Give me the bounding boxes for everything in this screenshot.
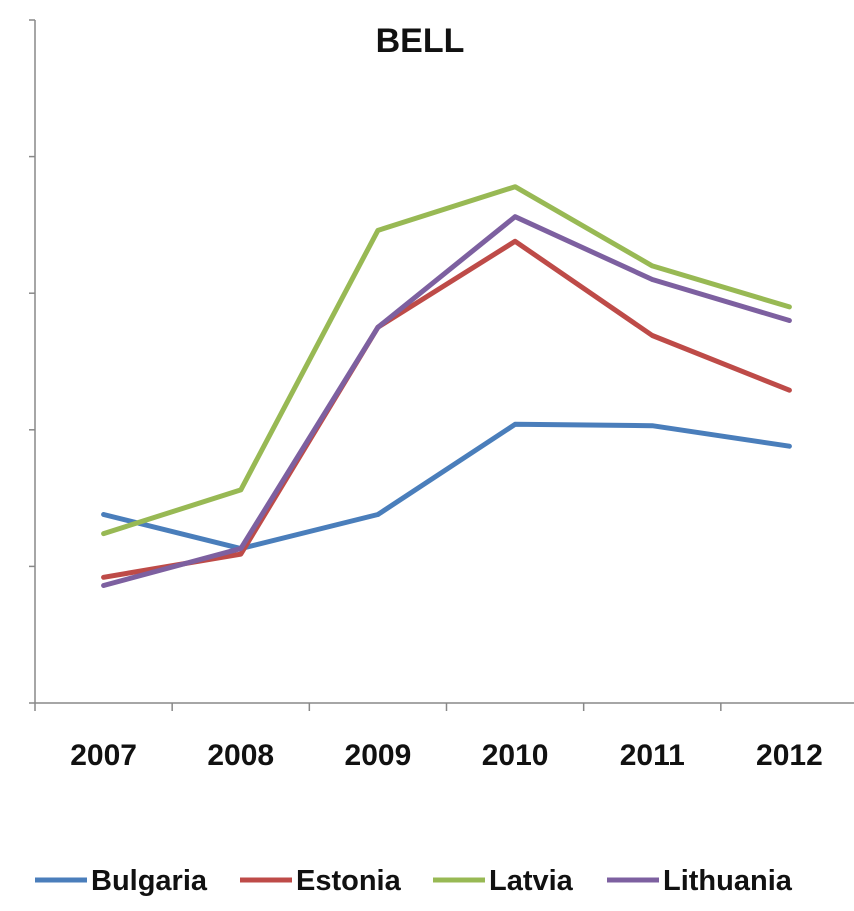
data-point-estonia	[101, 575, 106, 580]
data-point-lithuania	[787, 318, 792, 323]
legend-item-bulgaria: Bulgaria	[35, 865, 208, 897]
data-point-lithuania	[375, 325, 381, 330]
data-point-estonia	[238, 551, 243, 557]
x-tick-label: 2011	[620, 739, 685, 772]
chart-title: BELL	[376, 22, 465, 60]
data-point-estonia	[650, 333, 655, 338]
legend-label-estonia: Estonia	[296, 865, 402, 897]
data-point-estonia	[787, 387, 792, 393]
data-point-bulgaria	[375, 512, 381, 517]
legend-label-latvia: Latvia	[489, 865, 574, 897]
series-line-latvia	[101, 184, 792, 537]
legend-item-latvia: Latvia	[433, 865, 574, 897]
data-point-latvia	[787, 304, 792, 310]
data-point-lithuania	[238, 546, 243, 551]
x-tick-label: 2012	[756, 739, 823, 772]
data-point-lithuania	[512, 214, 518, 219]
data-point-estonia	[512, 239, 518, 244]
chart-series	[101, 184, 792, 588]
data-point-bulgaria	[650, 423, 655, 428]
x-tick-label: 2010	[482, 739, 549, 772]
series-line-lithuania	[101, 214, 792, 588]
series-line-bulgaria	[101, 421, 792, 552]
chart-axes	[29, 19, 854, 711]
x-axis-tick-labels: 2007 2008 2009 2010 2011 2012	[70, 739, 823, 772]
data-point-bulgaria	[512, 422, 518, 427]
x-tick-label: 2007	[70, 739, 137, 772]
legend-label-bulgaria: Bulgaria	[91, 865, 208, 897]
data-point-latvia	[101, 531, 106, 536]
legend-item-lithuania: Lithuania	[607, 865, 793, 897]
data-point-lithuania	[650, 277, 655, 282]
chart-legend: Bulgaria Estonia Latvia Lithuania	[35, 865, 793, 897]
data-point-bulgaria	[787, 443, 792, 449]
legend-item-estonia: Estonia	[240, 865, 402, 897]
data-point-latvia	[375, 228, 381, 233]
data-point-lithuania	[101, 583, 106, 588]
data-point-latvia	[650, 263, 655, 269]
legend-label-lithuania: Lithuania	[663, 865, 793, 897]
x-tick-label: 2009	[345, 739, 412, 772]
data-point-latvia	[238, 487, 243, 493]
series-line-estonia	[101, 238, 792, 580]
data-point-latvia	[512, 184, 518, 189]
data-point-bulgaria	[101, 512, 106, 517]
x-tick-label: 2008	[207, 739, 274, 772]
